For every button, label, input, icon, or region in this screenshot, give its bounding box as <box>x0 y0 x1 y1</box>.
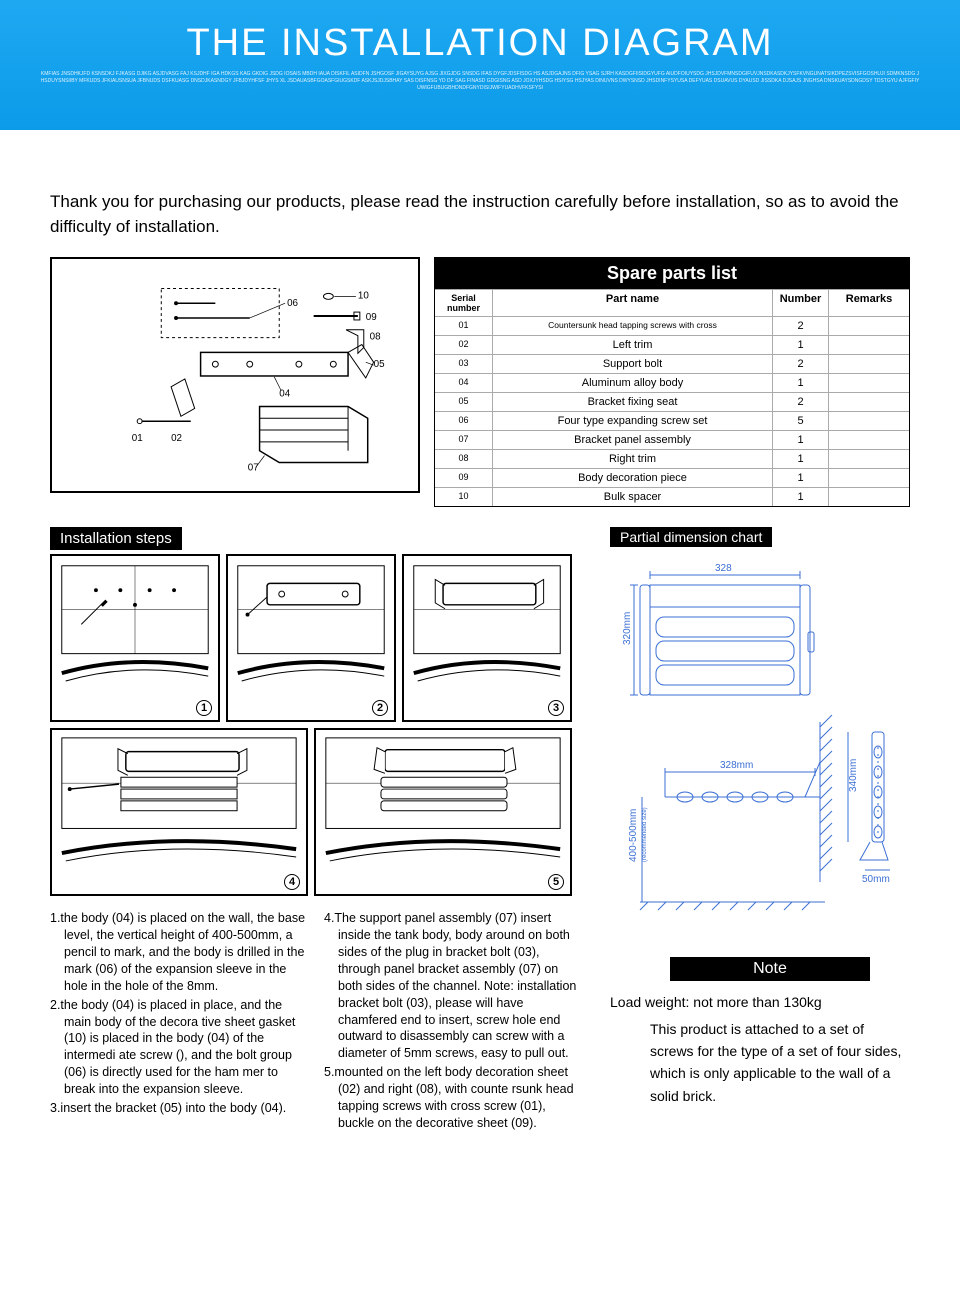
svg-text:05: 05 <box>374 359 385 370</box>
parts-row: 04Aluminum alloy body1 <box>435 373 909 392</box>
note-label: Note <box>670 957 870 981</box>
step-4: 4 <box>50 728 308 896</box>
parts-row: 09Body decoration piece1 <box>435 468 909 487</box>
intro-text: Thank you for purchasing our products, p… <box>50 190 910 239</box>
row-exploded-and-parts: 06 10 09 08 04 <box>50 257 910 507</box>
svg-text:400-500mm: 400-500mm <box>628 809 639 862</box>
svg-text:328: 328 <box>715 563 732 574</box>
step-3: 3 <box>402 554 572 722</box>
parts-row: 07Bracket panel assembly1 <box>435 430 909 449</box>
inst-text-col1: 1.the body (04) is placed on the wall, t… <box>50 910 306 1133</box>
svg-text:328mm: 328mm <box>720 760 753 771</box>
row-steps-and-dims: Installation steps <box>50 527 910 1133</box>
banner-title: THE INSTALLATION DIAGRAM <box>0 22 960 65</box>
title-banner: THE INSTALLATION DIAGRAM KMFIAS JNSDHKJF… <box>0 0 960 130</box>
svg-text:08: 08 <box>370 332 381 343</box>
parts-row: 10Bulk spacer1 <box>435 487 909 506</box>
step-2: 2 <box>226 554 396 722</box>
dim-label: Partial dimension chart <box>610 527 772 547</box>
step-grid: 1 2 <box>50 554 580 896</box>
dimensions-column: Partial dimension chart 328 <box>610 527 910 1133</box>
content-area: Thank you for purchasing our products, p… <box>0 130 960 1174</box>
dimension-chart: 328 320mm <box>610 557 910 937</box>
note-text: Load weight: not more than 130kg This pr… <box>610 991 910 1107</box>
step-1: 1 <box>50 554 220 722</box>
svg-text:340mm: 340mm <box>848 759 859 792</box>
step-5: 5 <box>314 728 572 896</box>
spare-parts-table: Spare parts list Serial number Part name… <box>434 257 910 507</box>
parts-table-title: Spare parts list <box>435 258 909 289</box>
svg-text:50mm: 50mm <box>862 874 890 885</box>
svg-text:320mm: 320mm <box>622 612 633 645</box>
exploded-diagram: 06 10 09 08 04 <box>50 257 420 493</box>
parts-row: 03Support bolt2 <box>435 354 909 373</box>
parts-row: 06Four type expanding screw set5 <box>435 411 909 430</box>
installation-column: Installation steps <box>50 527 580 1133</box>
banner-subtitle: KMFIAS JNSDHKJFD KSNSDKJ FJKASG DJIKG AS… <box>0 65 960 92</box>
parts-row: 08Right trim1 <box>435 449 909 468</box>
parts-table-header-row: Serial number Part name Number Remarks <box>435 289 909 316</box>
svg-text:07: 07 <box>248 463 259 474</box>
installation-text: 1.the body (04) is placed on the wall, t… <box>50 910 580 1133</box>
svg-text:06: 06 <box>287 298 298 309</box>
svg-text:(recommended size): (recommended size) <box>642 808 648 863</box>
installation-label: Installation steps <box>50 527 182 550</box>
parts-row: 01Countersunk head tapping screws with c… <box>435 316 909 335</box>
svg-text:02: 02 <box>171 433 182 444</box>
inst-text-col2: 4.The support panel assembly (07) insert… <box>324 910 580 1133</box>
svg-text:01: 01 <box>132 433 143 444</box>
parts-row: 02Left trim1 <box>435 335 909 354</box>
svg-text:09: 09 <box>366 312 377 323</box>
svg-text:10: 10 <box>358 291 369 302</box>
parts-row: 05Bracket fixing seat2 <box>435 392 909 411</box>
